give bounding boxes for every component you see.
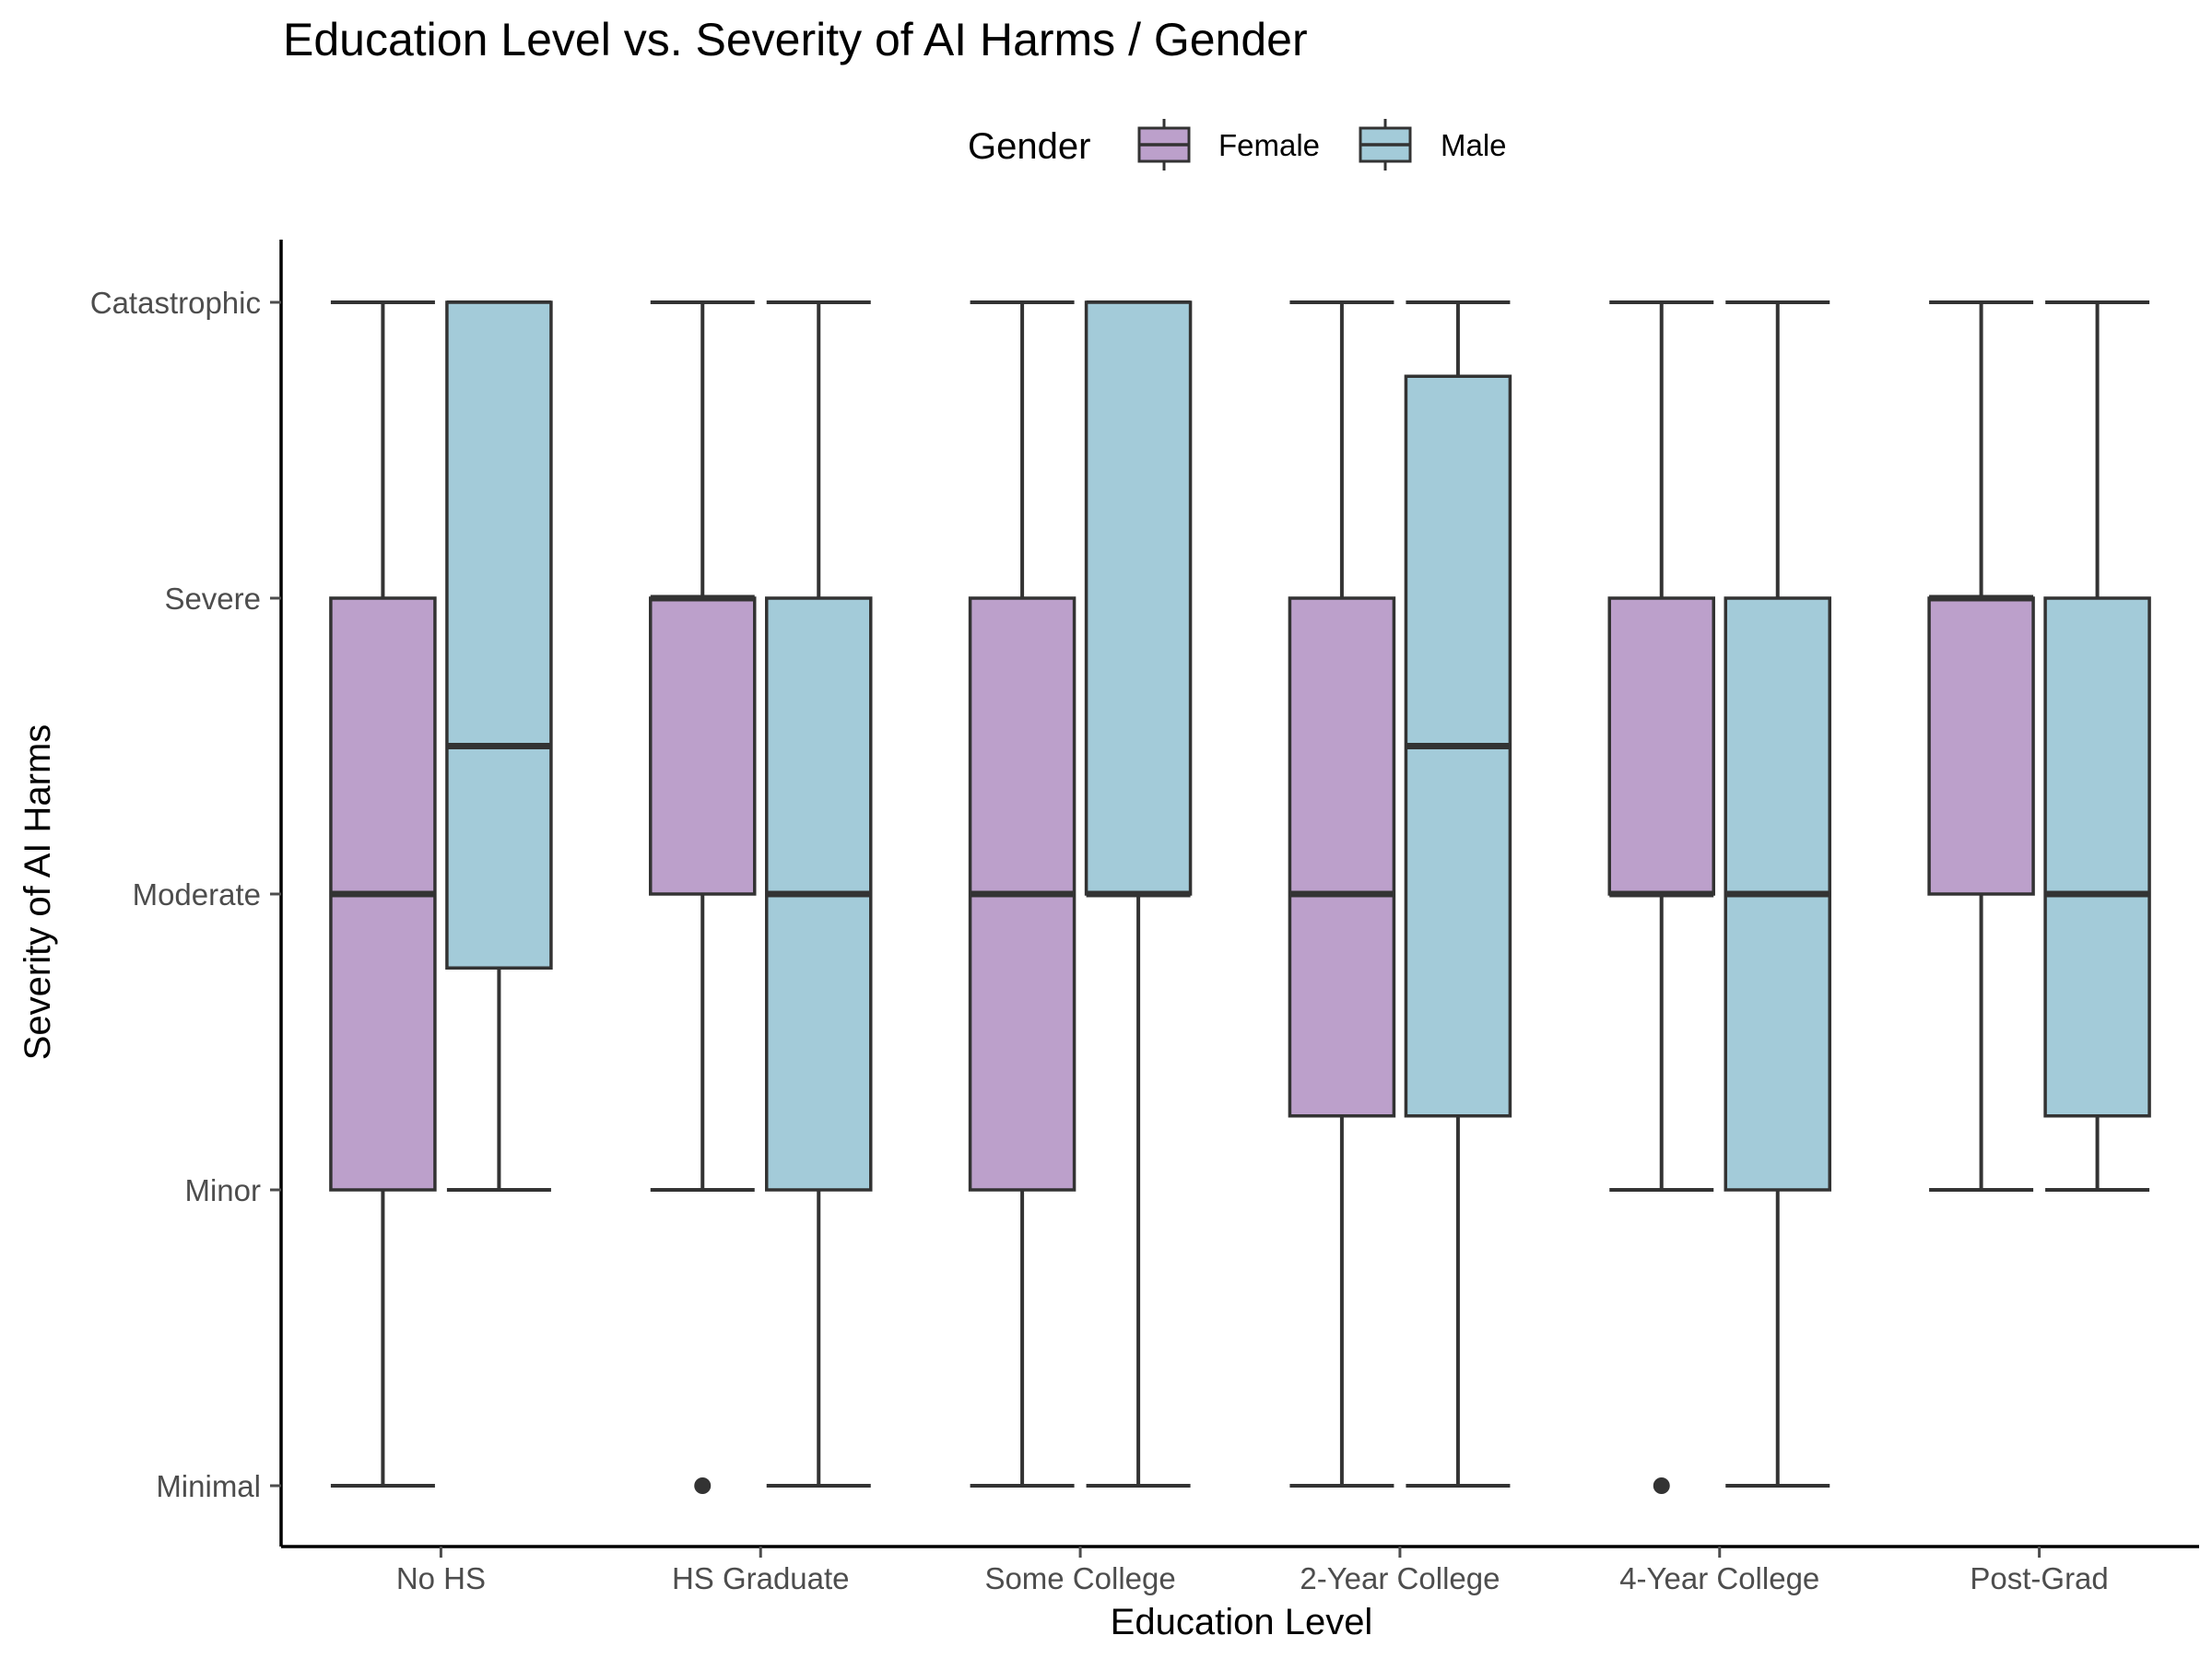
box-no-hs-male: [445, 300, 553, 1192]
box-no-hs-female: [329, 300, 437, 1488]
box-post-grad-male: [2043, 300, 2151, 1192]
box-iqr: [1927, 596, 2035, 896]
box-4-year-college-male: [1724, 300, 1831, 1488]
x-tick-label: Post-Grad: [1970, 1561, 2108, 1595]
chart-title: Education Level vs. Severity of AI Harms…: [283, 14, 1308, 65]
box-hs-graduate-female: [649, 300, 757, 1494]
legend: Gender Female Male: [968, 119, 1507, 171]
y-axis-title: Severity of AI Harms: [18, 724, 58, 1061]
legend-label: Female: [1218, 128, 1320, 162]
box-iqr: [1084, 300, 1193, 896]
y-tick-label: Minor: [184, 1173, 261, 1207]
box-4-year-college-female: [1607, 300, 1715, 1494]
legend-label: Male: [1441, 128, 1507, 162]
box-hs-graduate-male: [765, 300, 873, 1488]
x-tick-label: HS Graduate: [672, 1561, 850, 1595]
box-2-year-college-male: [1404, 300, 1512, 1488]
plot-area: Minimal Minor Moderate Severe Catastrophic No…: [90, 240, 2199, 1595]
x-tick-label: 2-Year College: [1300, 1561, 1500, 1595]
x-tick-label: Some College: [984, 1561, 1175, 1595]
x-tick-label: 4-Year College: [1619, 1561, 1819, 1595]
y-tick-label: Moderate: [133, 877, 261, 912]
x-axis-title: Education Level: [1111, 1602, 1373, 1642]
box-iqr: [445, 300, 553, 970]
outlier-point: [1653, 1477, 1670, 1494]
legend-entry-male: Male: [1359, 119, 1507, 171]
box-2-year-college-female: [1288, 300, 1396, 1488]
box-post-grad-female: [1927, 300, 2035, 1192]
box-iqr: [649, 596, 757, 896]
box-some-college-male: [1084, 300, 1193, 1488]
y-tick-label: Catastrophic: [90, 286, 261, 320]
legend-entry-female: Female: [1137, 119, 1320, 171]
y-tick-label: Severe: [164, 582, 261, 616]
y-tick-label: Minimal: [156, 1469, 261, 1503]
box-iqr: [2043, 596, 2151, 1118]
box-some-college-female: [968, 300, 1077, 1488]
outlier-point: [694, 1477, 712, 1494]
legend-title: Gender: [968, 126, 1090, 167]
x-tick-label: No HS: [396, 1561, 486, 1595]
box-iqr: [1288, 596, 1396, 1118]
box-iqr: [1607, 596, 1715, 896]
